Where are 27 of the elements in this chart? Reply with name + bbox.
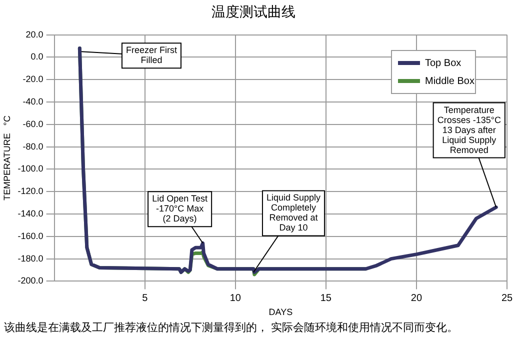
- annotation: Lid Open Test -170°C Max (2 Days): [152, 194, 208, 224]
- y-tick-label: -200.0: [18, 276, 44, 286]
- legend-label: Middle Box: [425, 76, 474, 86]
- y-tick-label: 20.0: [26, 29, 44, 40]
- legend-label: Top Box: [425, 58, 462, 68]
- chart-title: 温度测试曲线: [212, 3, 296, 20]
- y-tick-label: -160.0: [18, 230, 44, 241]
- x-tick-label: 5: [142, 292, 148, 304]
- y-tick-label: -60.0: [22, 118, 44, 129]
- annotation: Temperature Crosses -135°C 13 Days after Liquid Supply Removed: [437, 104, 502, 155]
- y-tick-label: -140.0: [18, 208, 44, 218]
- y-axis-title: TEMPERATURE °C: [2, 115, 12, 200]
- y-tick-label: -120.0: [18, 186, 44, 196]
- annotation: Freezer First Filled: [126, 45, 178, 66]
- x-tick-label: 25: [501, 292, 513, 304]
- annotation: Liquid Supply Completely Removed at Day 10: [266, 192, 322, 233]
- y-tick-label: -40.0: [22, 96, 44, 106]
- y-tick-label: 0.0: [30, 52, 44, 62]
- text: 该曲线是在满载及工厂推荐液位的情况下测量得到的， 实际会随环境和使用情况不同而变化。: [4, 320, 458, 335]
- x-tick-label: 15: [320, 292, 332, 304]
- x-tick-label: 10: [230, 292, 242, 304]
- x-axis-title: DAYS: [268, 307, 293, 318]
- y-tick-label: -20.0: [22, 74, 44, 84]
- y-tick-label: -80.0: [22, 141, 44, 152]
- y-tick-label: -100.0: [18, 164, 44, 174]
- y-tick-label: -180.0: [18, 253, 44, 264]
- x-tick-label: 20: [410, 292, 422, 304]
